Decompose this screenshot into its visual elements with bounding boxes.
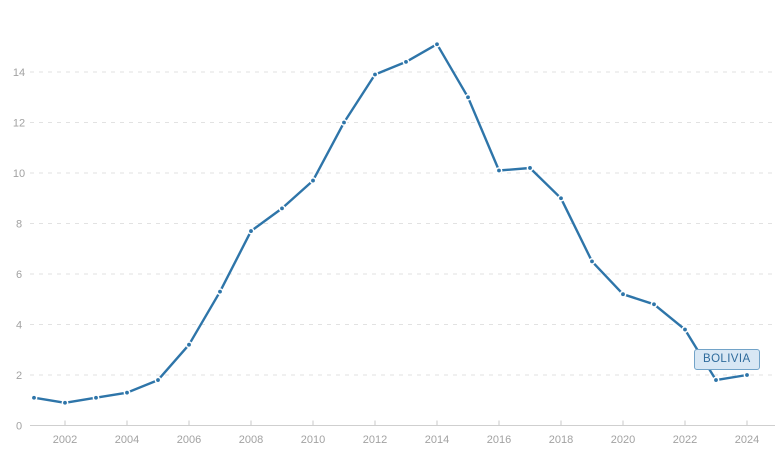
data-point-2012 bbox=[373, 72, 377, 77]
data-line-bolivia bbox=[32, 43, 749, 404]
data-point-2020 bbox=[621, 292, 625, 297]
data-point-2017 bbox=[528, 166, 532, 170]
data-point-2007 bbox=[218, 289, 222, 294]
y-tick-label-4: 4 bbox=[16, 320, 22, 332]
series-label-badge[interactable]: BOLIVIA bbox=[694, 349, 760, 371]
x-tick-label-2016: 2016 bbox=[487, 434, 511, 446]
data-point-2022 bbox=[683, 327, 687, 332]
data-point-2014 bbox=[435, 42, 439, 47]
data-point-2002 bbox=[63, 400, 67, 405]
x-tick-label-2010: 2010 bbox=[301, 434, 325, 446]
data-point-2019 bbox=[590, 259, 594, 264]
data-point-2009 bbox=[280, 206, 284, 211]
x-tick-label-2006: 2006 bbox=[177, 434, 201, 446]
data-point-2003 bbox=[94, 395, 98, 400]
y-tick-label-12: 12 bbox=[13, 118, 25, 130]
x-tick-label-2008: 2008 bbox=[239, 434, 263, 446]
y-tick-label-0: 0 bbox=[16, 421, 22, 433]
data-point-2023 bbox=[714, 378, 718, 382]
data-point-2004 bbox=[125, 390, 129, 395]
x-tick-label-2002: 2002 bbox=[53, 434, 77, 446]
y-tick-label-14: 14 bbox=[13, 67, 25, 79]
y-tick-label-6: 6 bbox=[16, 269, 22, 281]
data-point-2016 bbox=[497, 168, 501, 173]
x-tick-label-2014: 2014 bbox=[425, 434, 449, 446]
x-tick-label-2018: 2018 bbox=[549, 434, 573, 446]
x-tick-label-2022: 2022 bbox=[673, 434, 697, 446]
data-point-2005 bbox=[156, 378, 160, 382]
x-tick-label-2012: 2012 bbox=[363, 434, 387, 446]
data-point-2001 bbox=[32, 395, 36, 400]
data-point-2013 bbox=[404, 60, 408, 64]
y-tick-label-10: 10 bbox=[13, 168, 25, 180]
x-tick-label-2020: 2020 bbox=[611, 434, 635, 446]
data-point-2018 bbox=[559, 196, 563, 201]
data-point-2021 bbox=[652, 302, 656, 307]
x-tick-label-2024: 2024 bbox=[735, 434, 759, 446]
data-point-2011 bbox=[342, 120, 346, 125]
x-tick-label-2004: 2004 bbox=[115, 434, 139, 446]
data-point-2006 bbox=[187, 342, 191, 347]
data-point-2010 bbox=[311, 178, 315, 183]
data-point-2008 bbox=[249, 229, 253, 233]
y-tick-label-8: 8 bbox=[16, 219, 22, 231]
data-point-2024 bbox=[745, 373, 749, 377]
data-point-2015 bbox=[466, 95, 470, 100]
y-tick-label-2: 2 bbox=[16, 370, 22, 382]
